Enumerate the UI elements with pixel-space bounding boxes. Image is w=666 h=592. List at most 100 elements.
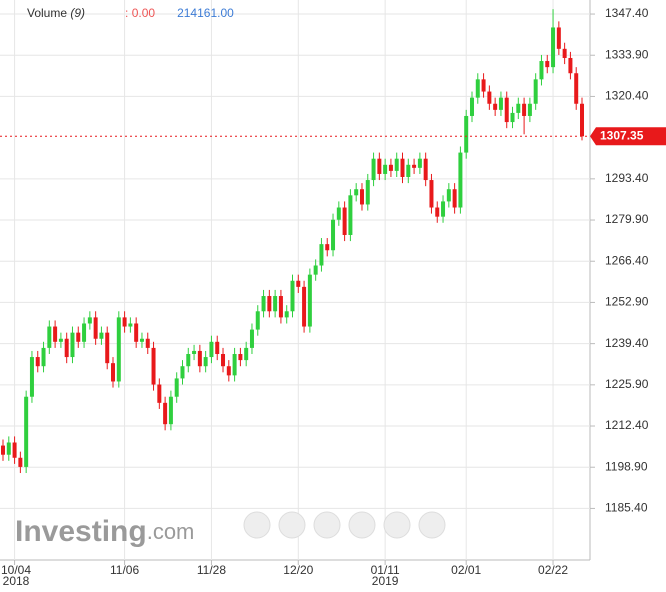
candle-body xyxy=(371,158,376,181)
candle-body xyxy=(53,326,58,342)
candle-body xyxy=(307,274,312,327)
y-tick-label: 1266.40 xyxy=(605,253,649,267)
candle-body xyxy=(342,207,347,235)
candle-body xyxy=(151,347,156,385)
candle-body xyxy=(139,338,144,342)
candle-body xyxy=(388,164,393,171)
candle-body xyxy=(24,396,29,467)
candle-body xyxy=(249,329,254,348)
y-tick-label: 1293.40 xyxy=(605,171,649,185)
candle-body xyxy=(157,384,162,403)
x-tick-label: 10/04 xyxy=(1,563,31,577)
candle-body xyxy=(435,207,440,217)
candle-body xyxy=(221,354,226,367)
tool-button[interactable] xyxy=(348,511,376,539)
candle-body xyxy=(394,158,399,171)
y-tick-label: 1347.40 xyxy=(605,6,649,20)
candle-body xyxy=(255,311,260,330)
candle-body xyxy=(29,357,34,397)
candle-body xyxy=(510,112,515,123)
candle-body xyxy=(70,332,75,358)
candle-body xyxy=(226,366,231,376)
candle-body xyxy=(41,347,46,367)
candle-body xyxy=(539,61,544,80)
candle-body xyxy=(168,396,173,425)
candle-body xyxy=(504,97,509,123)
candle-body xyxy=(348,195,353,235)
candle-body xyxy=(122,317,127,327)
candle-body xyxy=(319,244,324,266)
y-tick-label: 1279.90 xyxy=(605,212,649,226)
candle-body xyxy=(302,286,307,327)
y-tick-label: 1198.90 xyxy=(605,459,648,473)
candle-body xyxy=(354,189,359,196)
candle-body xyxy=(273,296,278,312)
candle-body xyxy=(267,296,272,312)
candle-body xyxy=(197,350,202,367)
candle-body xyxy=(18,457,23,467)
candle-body xyxy=(580,103,584,137)
candle-body xyxy=(377,158,382,174)
tool-button[interactable] xyxy=(278,511,306,539)
candle-body xyxy=(174,378,179,397)
tool-button[interactable] xyxy=(243,511,271,539)
candle-body xyxy=(331,219,336,251)
candle-body xyxy=(35,357,40,367)
y-tick-label: 1252.90 xyxy=(605,295,649,309)
candle-body xyxy=(365,180,370,205)
candle-body xyxy=(64,338,69,358)
watermark: Investing.com xyxy=(15,511,446,548)
candle-body xyxy=(296,280,301,287)
candle-body xyxy=(145,338,150,348)
candle-body xyxy=(93,317,98,339)
candle-body xyxy=(383,164,388,174)
candle-body xyxy=(412,164,417,168)
candle-body xyxy=(244,347,249,361)
indicator-legend: Volume (9): 0.00 214161.00 xyxy=(27,6,234,20)
x-tick-label: 12/20 xyxy=(283,563,313,577)
candle-body xyxy=(111,363,116,382)
candle-body xyxy=(493,103,498,110)
candle-body xyxy=(82,323,87,342)
y-tick-label: 1185.40 xyxy=(605,501,648,515)
candle-body xyxy=(400,158,405,178)
candle-body xyxy=(469,97,474,116)
candle-body xyxy=(446,189,451,202)
candle-body xyxy=(481,79,486,92)
candle-body xyxy=(313,265,318,275)
candles xyxy=(1,9,584,474)
candle-body xyxy=(12,442,17,458)
y-tick-label: 1212.40 xyxy=(605,418,649,432)
candle-body xyxy=(406,164,411,178)
candle-body xyxy=(475,79,480,98)
x-tick-label: 02/22 xyxy=(538,563,568,577)
y-tick-label: 1333.90 xyxy=(605,47,649,61)
price-tag-label: 1307.35 xyxy=(600,128,644,142)
tool-button[interactable] xyxy=(418,511,446,539)
candle-body xyxy=(105,332,110,364)
tool-button[interactable] xyxy=(313,511,341,539)
candle-body xyxy=(278,296,283,318)
x-tick-label: 11/06 xyxy=(110,563,139,577)
tool-button[interactable] xyxy=(383,511,411,539)
candle-body xyxy=(545,61,550,68)
candle-body xyxy=(458,152,463,208)
candle-body xyxy=(134,323,139,342)
candle-body xyxy=(238,354,243,361)
candle-body xyxy=(556,27,561,49)
y-tick-label: 1239.40 xyxy=(605,336,649,350)
x-year-label: 2019 xyxy=(372,574,399,587)
y-tick-label: 1320.40 xyxy=(605,89,649,103)
candle-body xyxy=(429,180,434,208)
candle-body xyxy=(498,97,503,110)
candle-body xyxy=(209,341,214,358)
candle-body xyxy=(1,445,5,455)
candle-body xyxy=(116,317,121,382)
candle-body xyxy=(533,79,538,104)
candle-body xyxy=(87,317,92,324)
candle-body xyxy=(284,311,289,318)
candle-body xyxy=(47,326,52,348)
candle-body xyxy=(99,332,104,339)
toolbar xyxy=(243,511,446,539)
price-tag-box xyxy=(590,127,666,146)
